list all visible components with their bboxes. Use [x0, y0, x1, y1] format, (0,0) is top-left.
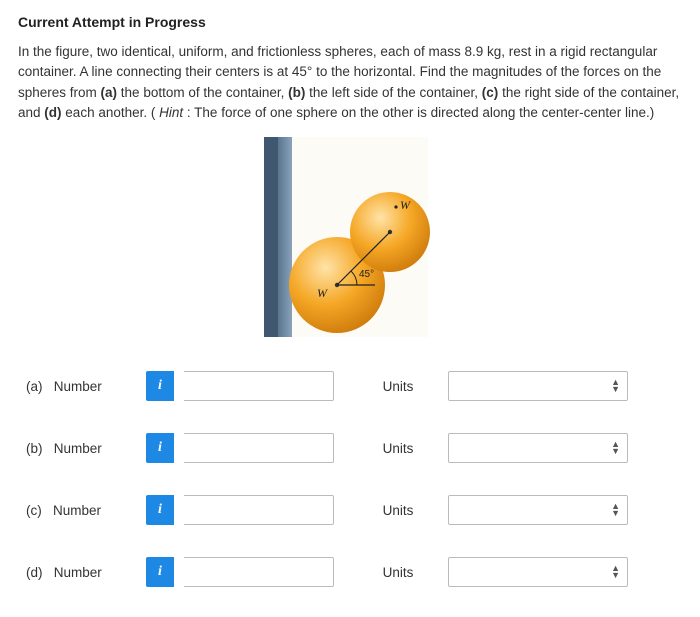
- units-select-d[interactable]: [448, 557, 628, 587]
- bold-d: (d): [44, 105, 61, 120]
- part-label-a: (a) Number: [26, 379, 136, 394]
- part-label-c: (c) Number: [26, 503, 136, 518]
- text-d: each another. (: [65, 105, 155, 120]
- units-label-a: Units: [358, 379, 438, 394]
- answer-inputs: (a) Number i Units ▲▼ (b) Number i Units…: [18, 355, 682, 603]
- units-label-c: Units: [358, 503, 438, 518]
- spheres-diagram: 45° W W: [250, 137, 450, 337]
- part-label-d: (d) Number: [26, 565, 136, 580]
- info-icon-b[interactable]: i: [146, 433, 174, 463]
- units-select-c[interactable]: [448, 495, 628, 525]
- number-input-a[interactable]: [184, 371, 334, 401]
- text-b: the left side of the container,: [309, 85, 482, 100]
- bold-c: (c): [482, 85, 499, 100]
- part-a-id: (a): [26, 379, 43, 394]
- text-a: the bottom of the container,: [121, 85, 288, 100]
- number-input-c[interactable]: [184, 495, 334, 525]
- units-label-d: Units: [358, 565, 438, 580]
- figure-container: 45° W W: [18, 137, 682, 337]
- input-row-a: (a) Number i Units ▲▼: [18, 355, 682, 417]
- problem-statement: In the figure, two identical, uniform, a…: [18, 42, 682, 123]
- number-word-a: Number: [54, 379, 102, 394]
- number-input-d[interactable]: [184, 557, 334, 587]
- number-word-b: Number: [54, 441, 102, 456]
- part-label-b: (b) Number: [26, 441, 136, 456]
- angle-text: 45°: [359, 269, 374, 280]
- units-label-b: Units: [358, 441, 438, 456]
- bold-a: (a): [101, 85, 118, 100]
- info-icon-d[interactable]: i: [146, 557, 174, 587]
- bold-b: (b): [288, 85, 305, 100]
- number-input-b[interactable]: [184, 433, 334, 463]
- attempt-status: Current Attempt in Progress: [18, 14, 682, 30]
- number-word-c: Number: [53, 503, 101, 518]
- hint-label: Hint: [159, 105, 183, 120]
- info-icon-c[interactable]: i: [146, 495, 174, 525]
- w-label-right: W: [400, 198, 411, 212]
- number-word-d: Number: [54, 565, 102, 580]
- text-hint: : The force of one sphere on the other i…: [187, 105, 654, 120]
- input-row-b: (b) Number i Units ▲▼: [18, 417, 682, 479]
- input-row-d: (d) Number i Units ▲▼: [18, 541, 682, 603]
- part-d-id: (d): [26, 565, 43, 580]
- part-c-id: (c): [26, 503, 42, 518]
- info-icon-a[interactable]: i: [146, 371, 174, 401]
- w-label-left: W: [317, 286, 328, 300]
- input-row-c: (c) Number i Units ▲▼: [18, 479, 682, 541]
- units-select-a[interactable]: [448, 371, 628, 401]
- part-b-id: (b): [26, 441, 43, 456]
- units-select-b[interactable]: [448, 433, 628, 463]
